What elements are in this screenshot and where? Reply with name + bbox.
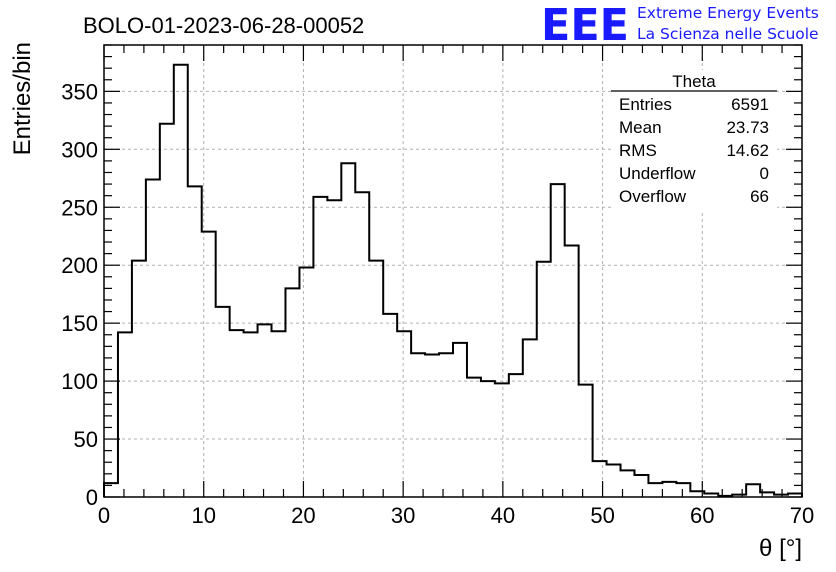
histogram-bin [188,186,202,497]
logo-line2: La Scienza nelle Scuole [637,25,819,43]
histogram-bin [439,353,453,497]
y-tick-label: 250 [61,195,98,220]
histogram-bin [593,461,607,497]
histogram-bin [299,268,313,497]
histogram-bin [341,163,355,497]
stats-label: RMS [619,141,657,160]
y-tick-label: 50 [74,427,98,452]
histogram-bin [202,232,216,497]
y-tick-label: 350 [61,79,98,104]
logo-mark: EEE [541,0,629,51]
y-tick-label: 200 [61,253,98,278]
histogram-bin [285,288,299,497]
histogram-bin [258,324,272,497]
axis-ticks [103,44,803,498]
histogram-bin [146,179,160,497]
histogram-bin [551,184,565,497]
histogram-bars [103,63,803,497]
stats-box: Theta Entries 6591 Mean 23.73 RMS 14.62 Underf… [611,70,777,210]
stats-label: Underflow [619,164,696,183]
histogram-bin [509,374,523,497]
y-tick-label: 100 [61,369,98,394]
y-tick-label: 150 [61,311,98,336]
histogram-bin [118,332,132,497]
histogram-bin [160,124,174,497]
histogram-bin [230,330,244,497]
stats-title: Theta [672,72,716,91]
histogram-bin [411,353,425,497]
stats-value: 6591 [731,95,769,114]
histogram-bin [481,381,495,497]
histogram-bin [746,484,760,497]
stats-value: 0 [760,164,769,183]
stats-value: 23.73 [726,118,769,137]
x-tick-label: 10 [191,503,215,528]
y-tick-label: 0 [86,485,98,510]
histogram-bin [327,200,341,497]
histogram-bin [523,339,537,497]
x-tick-label: 30 [391,503,415,528]
stats-label: Mean [619,118,662,137]
histogram-bin [607,465,621,497]
x-axis-label: θ [°] [759,535,802,562]
histogram-bin [676,483,690,497]
histogram-bin [467,378,481,497]
y-axis-label: Entries/bin [9,42,36,155]
histogram-bin [132,261,146,497]
x-tick-label: 50 [590,503,614,528]
stats-label: Entries [619,95,672,114]
histogram-bin [662,482,676,497]
y-tick-label: 300 [61,137,98,162]
histogram-bin [369,261,383,497]
histogram-bin [383,314,397,497]
x-tick-label: 20 [291,503,315,528]
histogram-outline [103,63,803,497]
histogram-bin [648,483,662,497]
plot-frame [103,44,803,498]
x-tick-label: 70 [790,503,814,528]
histogram-bin [425,354,439,497]
histogram-bin [579,385,593,497]
histogram-bin [216,307,230,497]
histogram-bin [397,331,411,497]
x-tick-label: 60 [690,503,714,528]
histogram-bin [453,343,467,497]
grid-lines [104,45,802,497]
histogram-bin [355,192,369,497]
histogram-bin [272,331,286,497]
stats-rows: Entries 6591 Mean 23.73 RMS 14.62 Underflow 0 Ov… [619,95,769,206]
x-tick-label: 40 [491,503,515,528]
x-tick-label: 0 [98,503,110,528]
histogram-bin [495,383,509,497]
histogram-bin [537,262,551,497]
chart-title: BOLO-01-2023-06-28-00052 [83,13,364,38]
stats-value: 66 [750,187,769,206]
histogram-bin [244,332,258,497]
histogram-bin [634,475,648,497]
eee-logo: EEE Extreme Energy Events La Scienza nel… [541,0,819,51]
histogram-bin [174,65,188,497]
stats-value: 14.62 [726,141,769,160]
tick-labels: 0 10 20 30 40 50 60 70 0 50 100 150 200 250 300 350 [61,79,814,528]
histogram-bin [565,246,579,497]
stats-label: Overflow [619,187,687,206]
logo-line1: Extreme Energy Events [637,4,819,22]
histogram-bin [313,197,327,497]
